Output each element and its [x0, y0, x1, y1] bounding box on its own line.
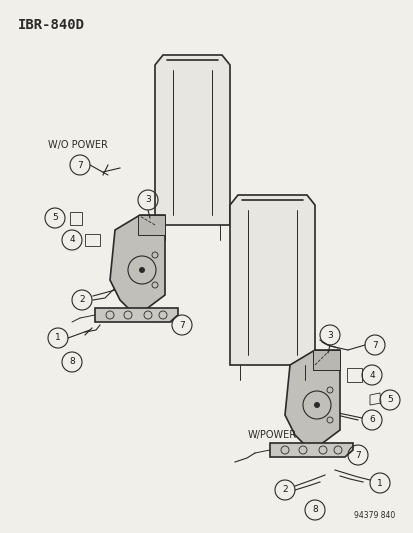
- Text: 7: 7: [77, 160, 83, 169]
- Circle shape: [139, 267, 145, 273]
- Text: 8: 8: [69, 358, 75, 367]
- Text: 7: 7: [371, 341, 377, 350]
- Text: 7: 7: [179, 320, 185, 329]
- Text: W/O POWER: W/O POWER: [48, 140, 108, 150]
- Polygon shape: [284, 350, 339, 445]
- Text: W/POWER: W/POWER: [247, 430, 297, 440]
- Text: 2: 2: [282, 486, 287, 495]
- Text: IBR-840D: IBR-840D: [18, 18, 85, 32]
- Polygon shape: [110, 215, 165, 310]
- Polygon shape: [95, 308, 178, 322]
- Text: 3: 3: [326, 330, 332, 340]
- Text: 94379 840: 94379 840: [353, 511, 394, 520]
- Text: 6: 6: [368, 416, 374, 424]
- Text: 5: 5: [52, 214, 58, 222]
- Text: 4: 4: [69, 236, 75, 245]
- Polygon shape: [138, 215, 165, 235]
- Circle shape: [313, 402, 319, 408]
- Text: 8: 8: [311, 505, 317, 514]
- Text: 2: 2: [79, 295, 85, 304]
- Polygon shape: [269, 443, 352, 457]
- Polygon shape: [230, 195, 314, 365]
- Text: 3: 3: [145, 196, 150, 205]
- Text: 4: 4: [368, 370, 374, 379]
- Text: 1: 1: [55, 334, 61, 343]
- Text: 1: 1: [376, 479, 382, 488]
- Polygon shape: [312, 350, 339, 370]
- Polygon shape: [154, 55, 230, 225]
- Text: 5: 5: [386, 395, 392, 405]
- Text: 7: 7: [354, 450, 360, 459]
